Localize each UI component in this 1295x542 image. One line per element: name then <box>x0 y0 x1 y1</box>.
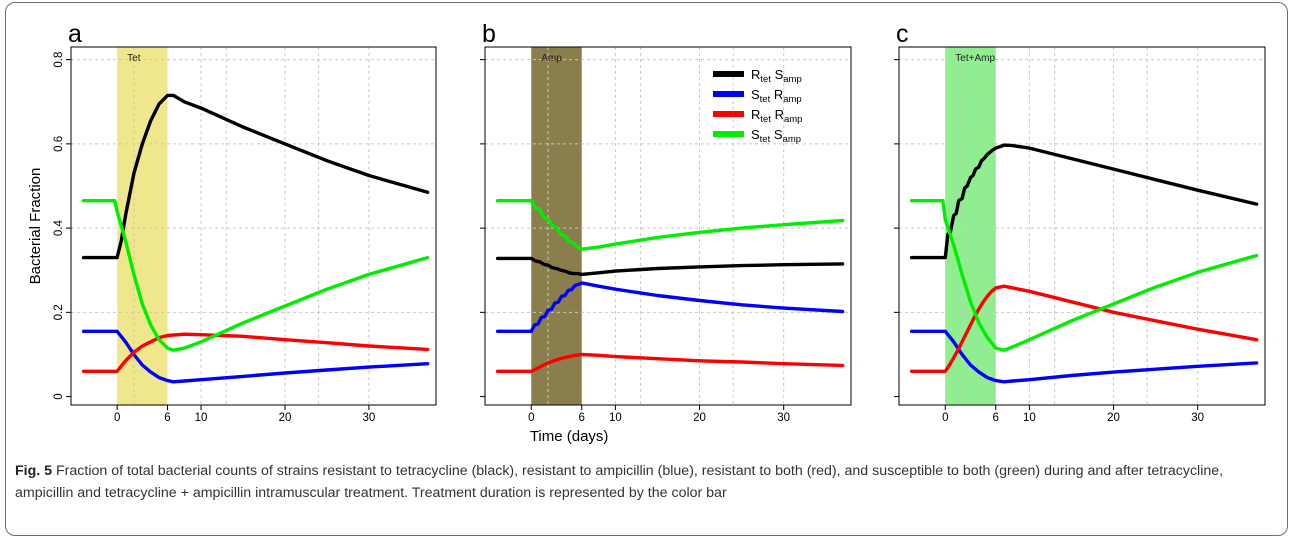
x-tick-label: 6 <box>164 412 170 424</box>
figure-caption: Fig. 5 Fraction of total bacterial count… <box>15 460 1270 504</box>
x-tick-label: 30 <box>362 412 375 424</box>
x-tick-label: 30 <box>1191 412 1204 424</box>
legend-subscript: tet <box>760 114 771 125</box>
legend-entry-Stet_Ramp: Stet Ramp <box>751 87 802 105</box>
y-tick-label: 0 <box>53 393 65 399</box>
legend-subscript: amp <box>783 94 801 105</box>
x-tick-label: 20 <box>279 412 292 424</box>
x-tick-label: 0 <box>942 412 948 424</box>
series-line-Rtet_Samp <box>81 93 430 260</box>
y-axis-label: Bacterial Fraction <box>27 168 44 285</box>
caption-text: Fraction of total bacterial counts of st… <box>15 463 1224 501</box>
x-tick-label: 0 <box>114 412 120 424</box>
legend-subscript: amp <box>783 134 801 145</box>
legend-subscript: amp <box>783 74 801 85</box>
y-tick-label: 0.8 <box>53 52 65 68</box>
legend-subscript: amp <box>784 114 802 125</box>
series-line-Stet_Samp <box>909 198 1259 352</box>
plot-frame <box>70 46 437 406</box>
series-line-Stet_Samp <box>81 198 430 352</box>
legend-letter: S <box>751 127 760 142</box>
panel-letter: a <box>68 20 82 48</box>
x-tick-label: 6 <box>579 412 585 424</box>
y-tick-label: 0.6 <box>53 136 65 152</box>
x-tick-label: 30 <box>777 412 790 424</box>
x-tick-label: 0 <box>528 412 534 424</box>
plot-frame <box>484 46 852 406</box>
legend-subscript: tet <box>760 134 771 145</box>
y-tick-label: 0.4 <box>53 220 65 237</box>
treatment-bar <box>945 47 996 405</box>
legend-letter: S <box>771 67 784 82</box>
legend-subscript: tet <box>760 94 771 105</box>
panel-c: Tet+Amp 0 6 10 20 30 c <box>894 20 1266 424</box>
legend-letter: R <box>751 107 760 122</box>
legend-letter: S <box>770 127 783 142</box>
legend-letter: R <box>770 87 783 102</box>
legend-letter: R <box>751 67 760 82</box>
x-tick-label: 10 <box>1023 412 1036 424</box>
treatment-label: Amp <box>541 53 562 64</box>
series-line-Rtet_Ramp <box>81 332 430 373</box>
x-tick-label: 6 <box>993 412 999 424</box>
x-tick-label: 20 <box>693 412 706 424</box>
figure-frame <box>5 2 1288 536</box>
series-line-Stet_Ramp <box>81 329 430 384</box>
figure-charts: Tet 0 6 10 20 30 0 0.2 0.4 0.6 0.8a Bacterial Fract… <box>27 20 1266 445</box>
y-tick-label: 0.2 <box>53 304 65 320</box>
legend-entry-Rtet_Samp: Rtet Samp <box>751 67 802 85</box>
legend-entry-Rtet_Ramp: Rtet Ramp <box>751 107 802 125</box>
series-line-Stet_Ramp <box>495 281 845 333</box>
series-line-Rtet_Ramp <box>909 284 1259 373</box>
treatment-label: Tet+Amp <box>955 53 995 64</box>
series-line-Rtet_Samp <box>495 256 845 277</box>
x-tick-label: 10 <box>195 412 208 424</box>
plot-frame <box>898 46 1266 406</box>
caption-label: Fig. 5 <box>15 463 53 479</box>
legend-entry-Stet_Samp: Stet Samp <box>751 127 801 145</box>
series-line-Rtet_Ramp <box>495 352 845 373</box>
legend-letter: S <box>751 87 760 102</box>
panel-a: Tet 0 6 10 20 30 0 0.2 0.4 0.6 0.8a Bacterial Fract… <box>27 20 437 424</box>
panel-letter: c <box>896 20 909 48</box>
panel-letter: b <box>482 20 496 48</box>
legend-letter: R <box>771 107 784 122</box>
x-tick-label: 20 <box>1107 412 1120 424</box>
x-tick-label: 10 <box>609 412 622 424</box>
treatment-label: Tet <box>127 53 141 64</box>
series-line-Rtet_Samp <box>909 143 1259 260</box>
legend-subscript: tet <box>760 74 771 85</box>
series-line-Stet_Samp <box>495 198 845 251</box>
x-axis-label: Time (days) <box>530 428 609 445</box>
